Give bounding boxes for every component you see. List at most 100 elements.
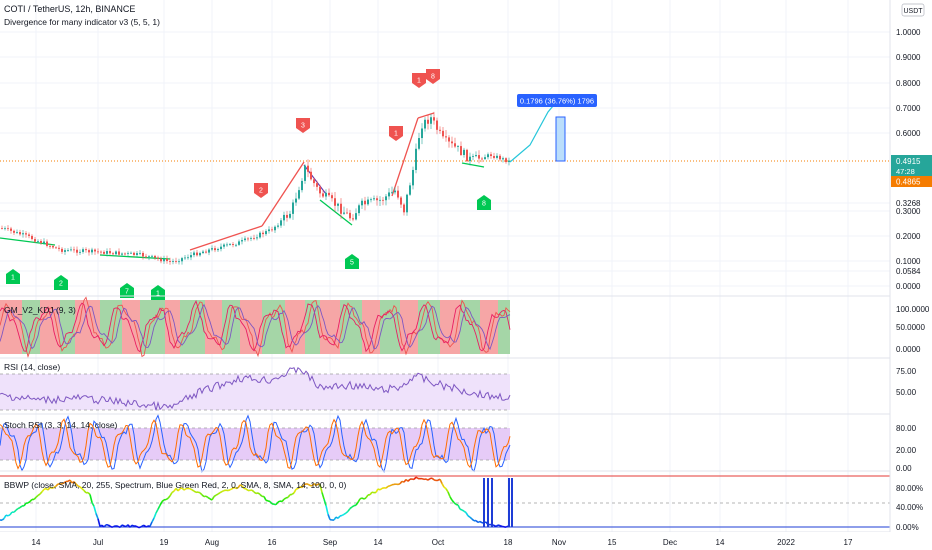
candle-body [88, 250, 90, 253]
bbwp-segment [253, 491, 257, 495]
marker-label: 1 [417, 78, 421, 85]
candle-body [106, 251, 108, 254]
green-divergence-marker[interactable]: 1 [6, 269, 20, 284]
kdj-zone [460, 300, 480, 354]
candle-body [484, 157, 486, 160]
green-divergence-marker[interactable]: 8 [477, 195, 491, 210]
candle-body [172, 260, 174, 262]
candle-body [241, 240, 243, 242]
candle-body [178, 261, 180, 263]
bbwp-segment [193, 490, 197, 493]
kdj-zone [305, 300, 320, 354]
candle-body [16, 232, 18, 233]
bbwp-segment [469, 516, 473, 520]
candle-body [328, 192, 330, 196]
candle-body [343, 212, 345, 214]
candle-body [355, 213, 357, 220]
kdj-pane[interactable]: GM_V2_KDJ (9, 3) [0, 296, 511, 359]
bbwp-segment [457, 504, 461, 510]
candle-body [340, 203, 342, 214]
stoch-k-line [0, 414, 511, 473]
kdj-title: GM_V2_KDJ (9, 3) [4, 305, 76, 315]
time-label: 15 [608, 538, 617, 547]
kdj-zone [285, 300, 305, 354]
red-divergence-marker[interactable]: 8 [426, 69, 440, 84]
bearish-divergence-line [189, 225, 263, 251]
time-label: Jul [93, 538, 103, 547]
price-pane[interactable]: 0.1796 (36.76%) 1796 2 3 1 1 8 1 2 7 1 5 8 [0, 69, 890, 300]
candle-body [109, 251, 111, 254]
candle-body [73, 249, 75, 251]
stoch-rsi-pane[interactable]: Stoch RSI (3, 3, 14, 14, close) [0, 414, 511, 473]
green-divergence-marker[interactable]: 2 [54, 275, 68, 290]
green-divergence-marker[interactable]: 7 [120, 283, 134, 298]
bbwp-segment [295, 487, 299, 490]
price-axis[interactable]: USDT 1.0000 0.9000 0.8000 0.7000 0.6000 0.326… [889, 0, 932, 532]
candle-body [145, 256, 147, 258]
candle-body [436, 120, 438, 130]
bullish-divergence-line [0, 237, 56, 246]
candle-body [79, 251, 81, 253]
bbwp-segment [71, 481, 75, 484]
bbwp-segment [189, 487, 193, 491]
bbwp-segment [269, 501, 273, 505]
candle-body [58, 247, 60, 249]
bbwp-segment [445, 488, 449, 493]
candle-body [157, 257, 159, 259]
candle-body [217, 249, 219, 251]
bbwp-segment [51, 486, 55, 490]
bbwp-extreme-bar [491, 478, 493, 527]
kdj-axis-0: 0.0000 [896, 345, 921, 354]
bbwp-segment [239, 484, 243, 487]
projection-range-box[interactable] [555, 116, 566, 162]
kdj-d-line [0, 300, 511, 353]
red-divergence-marker[interactable]: 1 [412, 73, 426, 88]
bbwp-segment [425, 478, 429, 481]
time-axis-bg [0, 532, 932, 550]
bbwp-segment [505, 525, 509, 528]
kdj-zone [75, 300, 100, 354]
bbwp-segment [279, 500, 283, 503]
candle-body [136, 253, 138, 255]
bbwp-segment [89, 494, 93, 503]
currency-badge[interactable] [901, 3, 925, 17]
bbwp-pane[interactable]: BBWP (close, SMA, 20, 255, Spectrum, Blu… [0, 475, 890, 529]
candle-body [301, 180, 303, 191]
kdj-zone [380, 300, 400, 354]
bbwp-segment [347, 508, 351, 512]
candle-body [235, 244, 237, 246]
bbwp-segment [359, 497, 363, 500]
candle-body [310, 171, 312, 180]
rsi-pane[interactable]: RSI (14, close) [0, 362, 511, 411]
candle-body [226, 244, 228, 246]
candle-body [502, 158, 504, 160]
red-divergence-marker[interactable]: 1 [389, 126, 403, 141]
bbwp-segment [237, 484, 241, 489]
bbwp-segment [211, 496, 215, 501]
candle-body [319, 186, 321, 194]
red-divergence-marker[interactable]: 2 [254, 183, 268, 198]
rsi-axis-75: 75.00 [896, 367, 917, 376]
bbwp-segment [157, 505, 161, 510]
candle-body [391, 192, 393, 194]
price-label: 0.3268 [896, 199, 921, 208]
candle-body [448, 137, 450, 142]
candle-body [190, 255, 192, 258]
candle-body [67, 250, 69, 251]
time-axis[interactable]: 14 Jul 19 Aug 16 Sep 14 Oct 18 Nov 15 Dec 14 2022 17 [0, 532, 932, 550]
bbwp-segment [103, 524, 107, 528]
red-divergence-marker[interactable]: 3 [296, 118, 310, 133]
candle-body [406, 194, 408, 213]
candle-body [475, 155, 477, 157]
candle-body [205, 251, 207, 253]
close-price-value: 0.4865 [896, 178, 921, 187]
bbwp-segment [123, 525, 127, 528]
bbwp-segment [319, 484, 323, 493]
time-axis-labels: 14 Jul 19 Aug 16 Sep 14 Oct 18 Nov 15 Dec 14 2022 17 [32, 538, 853, 547]
candle-body [187, 257, 189, 259]
bbwp-segment [275, 501, 279, 506]
bbwp-segment [149, 521, 153, 527]
green-divergence-marker[interactable]: 5 [345, 254, 359, 269]
candle-body [463, 149, 465, 155]
